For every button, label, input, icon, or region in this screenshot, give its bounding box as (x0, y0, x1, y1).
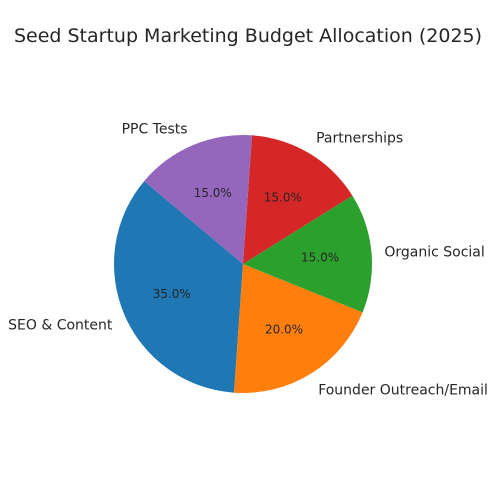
pie-slice-seo-content (113, 181, 243, 393)
slice-label-founder-outreach-email: Founder Outreach/Email (318, 382, 488, 398)
slice-labels: SEO & Content Founder Outreach/Email Organ… (8, 121, 488, 398)
slice-label-partnerships: Partnerships (316, 130, 403, 146)
pie-slices (113, 134, 373, 394)
pie-slice-organic-social (243, 195, 373, 313)
slice-pct-partnerships: 15.0% (264, 191, 302, 205)
slice-label-ppc-tests: PPC Tests (122, 121, 188, 137)
pie-slice-ppc-tests (144, 134, 252, 264)
slice-label-organic-social: Organic Social (384, 245, 484, 261)
chart-title: Seed Startup Marketing Budget Allocation… (14, 25, 482, 47)
pie-slice-partnerships (243, 135, 353, 264)
pie-slice-founder-outreach-email (234, 264, 363, 394)
percentage-labels: 35.0% 20.0% 15.0% 15.0% 15.0% (153, 186, 339, 337)
slice-pct-founder-outreach-email: 20.0% (265, 323, 303, 337)
slice-pct-ppc-tests: 15.0% (194, 186, 232, 200)
slice-pct-seo-content: 35.0% (153, 287, 191, 301)
slice-pct-organic-social: 15.0% (301, 250, 339, 264)
slice-label-seo-content: SEO & Content (8, 317, 113, 333)
